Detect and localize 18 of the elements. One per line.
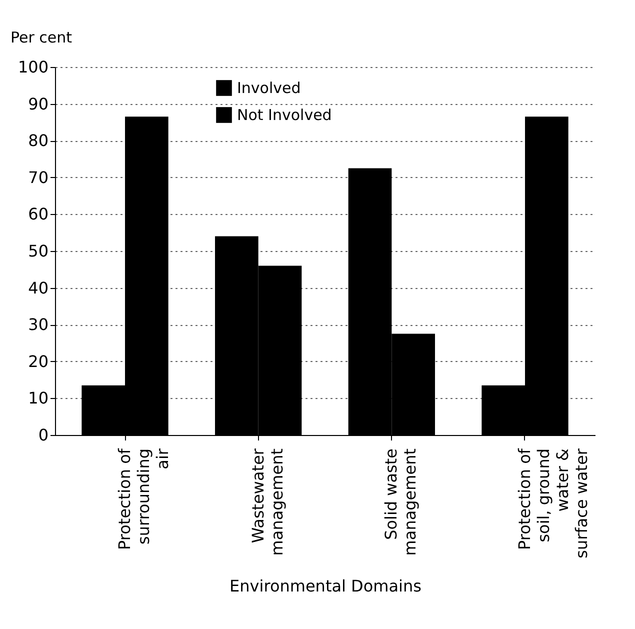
y-tick-label: 80 xyxy=(28,131,48,150)
legend-label: Involved xyxy=(237,79,301,97)
y-tick-label: 100 xyxy=(18,58,48,76)
y-tick-label: 10 xyxy=(28,388,48,408)
x-tick-label: Solid waste management xyxy=(382,448,420,556)
x-axis-title: Environmental Domains xyxy=(230,576,422,596)
y-tick-label: 40 xyxy=(28,278,48,298)
y-tick-label: 30 xyxy=(28,315,48,334)
y-tick-label: 90 xyxy=(28,94,48,114)
y-tick-label: 20 xyxy=(28,352,48,371)
y-tick-label: 50 xyxy=(28,242,48,260)
y-axis-title: Per cent xyxy=(10,28,72,46)
y-tick-label: 0 xyxy=(38,426,48,444)
x-tick-label: Protection of soil, ground water & surface water xyxy=(515,448,591,558)
y-tick-label: 60 xyxy=(28,204,48,224)
x-tick-label: Protection of surrounding air xyxy=(115,448,172,550)
y-tick-label: 70 xyxy=(28,168,48,187)
legend-label: Not Involved xyxy=(237,106,332,124)
